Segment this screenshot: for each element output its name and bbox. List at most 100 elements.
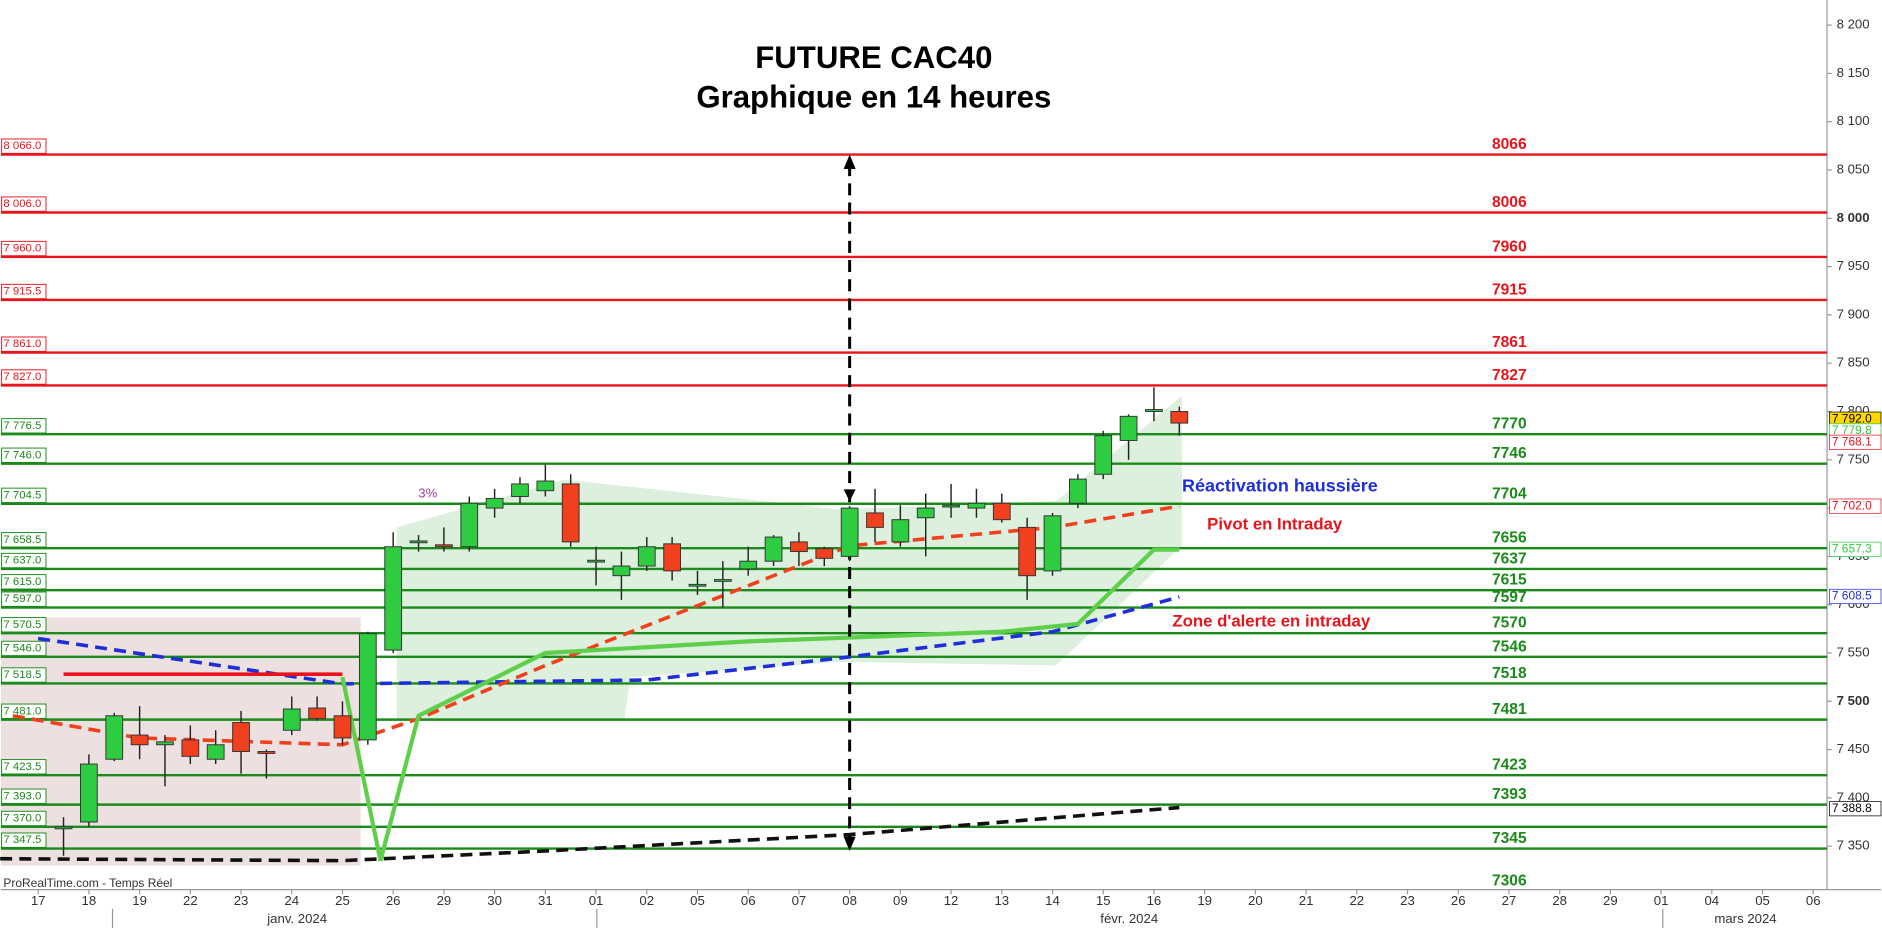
- level-box: [1, 832, 47, 848]
- x-tick-label: 21: [1299, 893, 1314, 908]
- candle-body: [739, 560, 758, 570]
- level-box: [1, 447, 47, 463]
- candle-body: [358, 633, 377, 741]
- level-target: 7306: [1492, 873, 1527, 890]
- level-target: 7827: [1492, 367, 1527, 384]
- x-tick-label: 19: [1197, 893, 1212, 908]
- price-tag-label: 7 768.1: [1832, 434, 1872, 448]
- level-box: [1, 196, 47, 212]
- x-tick-label: 16: [1147, 893, 1162, 908]
- candle-body: [536, 480, 555, 492]
- level-box: [1, 487, 47, 504]
- x-tick-label: 25: [335, 893, 350, 908]
- candle-body: [713, 579, 732, 582]
- y-tick-label: 7 450: [1837, 741, 1870, 756]
- level-box: [1, 369, 47, 385]
- level-label: 7 615.0: [3, 576, 41, 588]
- candle-body: [1145, 409, 1163, 412]
- level-label: 7 637.0: [3, 555, 41, 567]
- x-tick-label: 31: [538, 893, 553, 908]
- y-tick-label: 7 900: [1837, 306, 1870, 321]
- y-tick-label: 7 850: [1837, 355, 1870, 370]
- candle-body: [282, 708, 301, 731]
- price-tag: [1829, 498, 1882, 514]
- candle-body: [1043, 515, 1062, 572]
- level-label: 7 423.5: [3, 761, 41, 773]
- level-box: [1, 138, 47, 154]
- candle-body: [764, 536, 783, 562]
- level-target: 7861: [1492, 334, 1527, 351]
- candle-body: [587, 559, 605, 563]
- candle-body: [1094, 435, 1113, 475]
- candle-body: [942, 504, 960, 508]
- x-tick-label: 14: [1045, 893, 1060, 908]
- indicator-line: [0, 805, 1180, 863]
- level-label: 8 006.0: [3, 198, 41, 210]
- level-box: [1, 574, 47, 590]
- y-tick-label: 8 200: [1837, 17, 1870, 32]
- candle-body: [612, 565, 631, 577]
- candle-body: [561, 483, 580, 543]
- level-label: 7 393.0: [3, 790, 41, 802]
- x-tick-label: 27: [1502, 893, 1517, 908]
- x-tick-label: 22: [183, 893, 198, 908]
- price-tag: [1829, 541, 1882, 557]
- y-tick-label: 8 100: [1837, 113, 1870, 128]
- indicator-line: [12, 504, 1180, 747]
- chart-title: FUTURE CAC40: [755, 40, 992, 75]
- price-tag-label: 7 657.3: [1832, 542, 1872, 556]
- candle-body: [688, 583, 707, 587]
- candle-body: [308, 707, 326, 720]
- candle-body: [206, 744, 225, 760]
- x-tick-label: 29: [437, 893, 452, 908]
- x-tick-label: 07: [792, 893, 807, 908]
- level-target: 7345: [1492, 830, 1527, 847]
- price-tag: [1829, 434, 1882, 450]
- x-tick-label: 04: [1704, 893, 1719, 908]
- y-tick-label: 7 350: [1837, 838, 1870, 853]
- level-label: 7 347.5: [3, 834, 41, 846]
- candle-body: [891, 519, 910, 543]
- x-tick-label: 23: [1400, 893, 1415, 908]
- annotation: 3%: [418, 485, 437, 500]
- level-label: 8 066.0: [3, 140, 41, 152]
- level-target: 7637: [1492, 550, 1527, 567]
- level-label: 7 704.5: [3, 489, 41, 501]
- level-label: 7 960.0: [3, 243, 41, 255]
- candle-body: [232, 722, 250, 752]
- price-tag-label: 7 702.0: [1832, 498, 1872, 512]
- price-tag-label: 7 792.0: [1832, 411, 1872, 425]
- candle-body: [840, 507, 859, 557]
- level-target: 7770: [1492, 416, 1527, 433]
- y-tick-label: 8 150: [1837, 65, 1870, 80]
- level-label: 7 570.5: [3, 619, 41, 631]
- level-target: 7518: [1492, 665, 1527, 682]
- candle-body: [409, 540, 428, 544]
- level-label: 7 915.5: [3, 286, 41, 298]
- x-tick-label: 26: [1451, 893, 1466, 908]
- candle-body: [130, 734, 149, 746]
- level-target: 7423: [1492, 757, 1527, 774]
- candle-body: [1018, 526, 1037, 577]
- x-tick-label: 30: [487, 893, 502, 908]
- x-tick-label: 05: [690, 893, 705, 908]
- candle-body: [1068, 478, 1087, 504]
- level-target: 7704: [1492, 485, 1527, 502]
- arrow-head: [843, 154, 856, 169]
- x-tick-label: 20: [1248, 893, 1263, 908]
- level-target: 7656: [1492, 530, 1527, 547]
- y-tick-label: 7 400: [1837, 789, 1870, 804]
- level-label: 7 481.0: [3, 705, 41, 717]
- candle-body: [1119, 415, 1138, 441]
- price-tag: [1829, 801, 1882, 817]
- level-box: [1, 240, 47, 257]
- level-label: 7 518.5: [3, 669, 41, 681]
- level-label: 7 827.0: [3, 371, 41, 383]
- level-box: [1, 759, 47, 775]
- x-tick-label: 01: [1654, 893, 1669, 908]
- level-label: 7 746.0: [3, 449, 41, 461]
- candle-body: [815, 548, 834, 559]
- x-tick-label: 22: [1349, 893, 1364, 908]
- x-tick-label: 17: [31, 893, 46, 908]
